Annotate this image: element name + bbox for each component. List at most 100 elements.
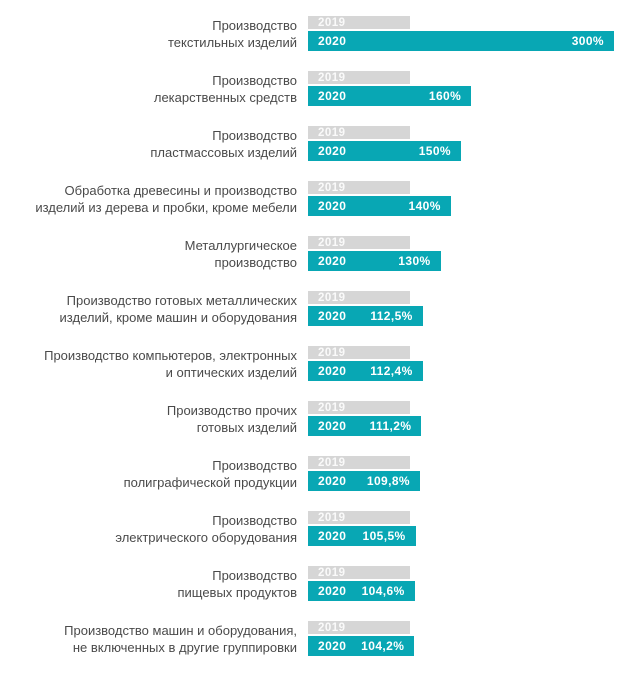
category-label-cell: Производство пластмассовых изделий — [0, 126, 297, 161]
category-label-cell: Производство полиграфической продукции — [0, 456, 297, 491]
bar-2019-year-label: 2019 — [318, 16, 346, 29]
bar-group: 2019 2020 105,5% — [308, 511, 416, 546]
bar-2019-year-label: 2019 — [318, 456, 346, 469]
bar-2019: 2019 — [308, 621, 410, 634]
bar-2020: 2020 111,2% — [308, 416, 422, 436]
bar-2020: 2020 112,5% — [308, 306, 423, 326]
category-label-cell: Производство компьютеров, электронных и … — [0, 346, 297, 381]
bar-2019-year-label: 2019 — [318, 126, 346, 139]
bar-2020-year-label: 2020 — [318, 584, 347, 598]
bar-group: 2019 2020 112,4% — [308, 346, 423, 381]
category-label: Производство текстильных изделий — [167, 17, 297, 50]
bar-2019-year-label: 2019 — [318, 236, 346, 249]
chart-row: Производство пищевых продуктов 2019 2020… — [0, 566, 624, 621]
category-label-cell: Металлургическое производство — [0, 236, 297, 271]
bar-2019: 2019 — [308, 236, 410, 249]
bar-2020: 2020 104,6% — [308, 581, 415, 601]
bar-group: 2019 2020 300% — [308, 16, 614, 51]
bar-2020-value-label: 109,8% — [366, 474, 410, 488]
bar-2019: 2019 — [308, 126, 410, 139]
bar-2020-year-label: 2020 — [318, 144, 347, 158]
category-label: Производство пищевых продуктов — [177, 567, 297, 600]
category-label: Производство полиграфической продукции — [123, 457, 297, 490]
chart-row: Производство лекарственных средств 2019 … — [0, 71, 624, 126]
bar-2020: 2020 104,2% — [308, 636, 415, 656]
bar-2019-year-label: 2019 — [318, 71, 346, 84]
bar-group: 2019 2020 130% — [308, 236, 441, 271]
bar-2020-value-label: 130% — [398, 254, 431, 268]
category-label-cell: Производство электрического оборудования — [0, 511, 297, 546]
category-label-cell: Производство пищевых продуктов — [0, 566, 297, 601]
category-label-cell: Обработка древесины и производство издел… — [0, 181, 297, 216]
bar-2019: 2019 — [308, 511, 410, 524]
chart-row: Производство полиграфической продукции 2… — [0, 456, 624, 511]
chart-row: Производство электрического оборудования… — [0, 511, 624, 566]
bar-2019: 2019 — [308, 566, 410, 579]
category-label: Производство готовых металлических издел… — [59, 292, 297, 325]
bar-2020-year-label: 2020 — [318, 89, 347, 103]
category-label: Производство компьютеров, электронных и … — [44, 347, 297, 380]
bar-2020: 2020 150% — [308, 141, 461, 161]
chart-row: Производство готовых металлических издел… — [0, 291, 624, 346]
category-label: Производство машин и оборудования, не вк… — [64, 622, 297, 655]
bar-2019: 2019 — [308, 346, 410, 359]
chart-row: Обработка древесины и производство издел… — [0, 181, 624, 236]
bar-2020-year-label: 2020 — [318, 254, 347, 268]
bar-2020-value-label: 160% — [428, 89, 462, 103]
bar-group: 2019 2020 140% — [308, 181, 451, 216]
bar-2019-year-label: 2019 — [318, 346, 346, 359]
chart-row: Производство прочих готовых изделий 2019… — [0, 401, 624, 456]
bar-2019: 2019 — [308, 16, 410, 29]
bar-2020-value-label: 104,6% — [361, 584, 405, 598]
bar-2020-value-label: 300% — [571, 34, 604, 48]
bar-group: 2019 2020 150% — [308, 126, 461, 161]
bar-2020-year-label: 2020 — [318, 364, 347, 378]
bar-2019-year-label: 2019 — [318, 511, 346, 524]
bar-2020-year-label: 2020 — [318, 529, 347, 543]
bar-2019-year-label: 2019 — [318, 181, 346, 194]
bar-2020-value-label: 140% — [408, 199, 441, 213]
category-label: Обработка древесины и производство издел… — [35, 182, 297, 215]
category-label-cell: Производство машин и оборудования, не вк… — [0, 621, 297, 656]
bar-2020: 2020 105,5% — [308, 526, 416, 546]
bar-group: 2019 2020 111,2% — [308, 401, 422, 436]
category-label: Производство пластмассовых изделий — [150, 127, 297, 160]
category-label-cell: Производство текстильных изделий — [0, 16, 297, 51]
bar-2020: 2020 160% — [308, 86, 472, 106]
bar-2019: 2019 — [308, 456, 410, 469]
bar-2020: 2020 140% — [308, 196, 451, 216]
bar-group: 2019 2020 104,6% — [308, 566, 415, 601]
bar-2019-year-label: 2019 — [318, 621, 346, 634]
category-label: Производство прочих готовых изделий — [166, 402, 297, 435]
category-label: Производство лекарственных средств — [153, 72, 297, 105]
bar-2020-year-label: 2020 — [318, 474, 347, 488]
bar-group: 2019 2020 109,8% — [308, 456, 420, 491]
bar-2020: 2020 112,4% — [308, 361, 423, 381]
bar-2020-year-label: 2020 — [318, 419, 347, 433]
chart-row: Производство компьютеров, электронных и … — [0, 346, 624, 401]
bar-2019: 2019 — [308, 401, 410, 414]
bar-2020-year-label: 2020 — [318, 309, 347, 323]
bar-2020-value-label: 112,4% — [370, 364, 413, 378]
category-label-cell: Производство готовых металлических издел… — [0, 291, 297, 326]
bar-group: 2019 2020 104,2% — [308, 621, 415, 656]
bar-2019: 2019 — [308, 71, 410, 84]
chart-row: Производство текстильных изделий 2019 20… — [0, 16, 624, 71]
chart-row: Металлургическое производство 2019 2020 … — [0, 236, 624, 291]
bar-2020-year-label: 2020 — [318, 199, 347, 213]
bar-group: 2019 2020 160% — [308, 71, 472, 106]
bar-2019-year-label: 2019 — [318, 401, 346, 414]
bar-group: 2019 2020 112,5% — [308, 291, 423, 326]
bar-2020: 2020 109,8% — [308, 471, 420, 491]
bar-2020-year-label: 2020 — [318, 639, 347, 653]
bar-2020-value-label: 150% — [418, 144, 451, 158]
bar-2019-year-label: 2019 — [318, 566, 346, 579]
category-label: Производство электрического оборудования — [115, 512, 297, 545]
bar-2019: 2019 — [308, 291, 410, 304]
bar-2020: 2020 300% — [308, 31, 614, 51]
bar-2020-year-label: 2020 — [318, 34, 347, 48]
bar-2020-value-label: 112,5% — [370, 309, 413, 323]
category-label: Металлургическое производство — [184, 237, 297, 270]
bar-2020-value-label: 104,2% — [361, 639, 405, 653]
bar-2020: 2020 130% — [308, 251, 441, 271]
